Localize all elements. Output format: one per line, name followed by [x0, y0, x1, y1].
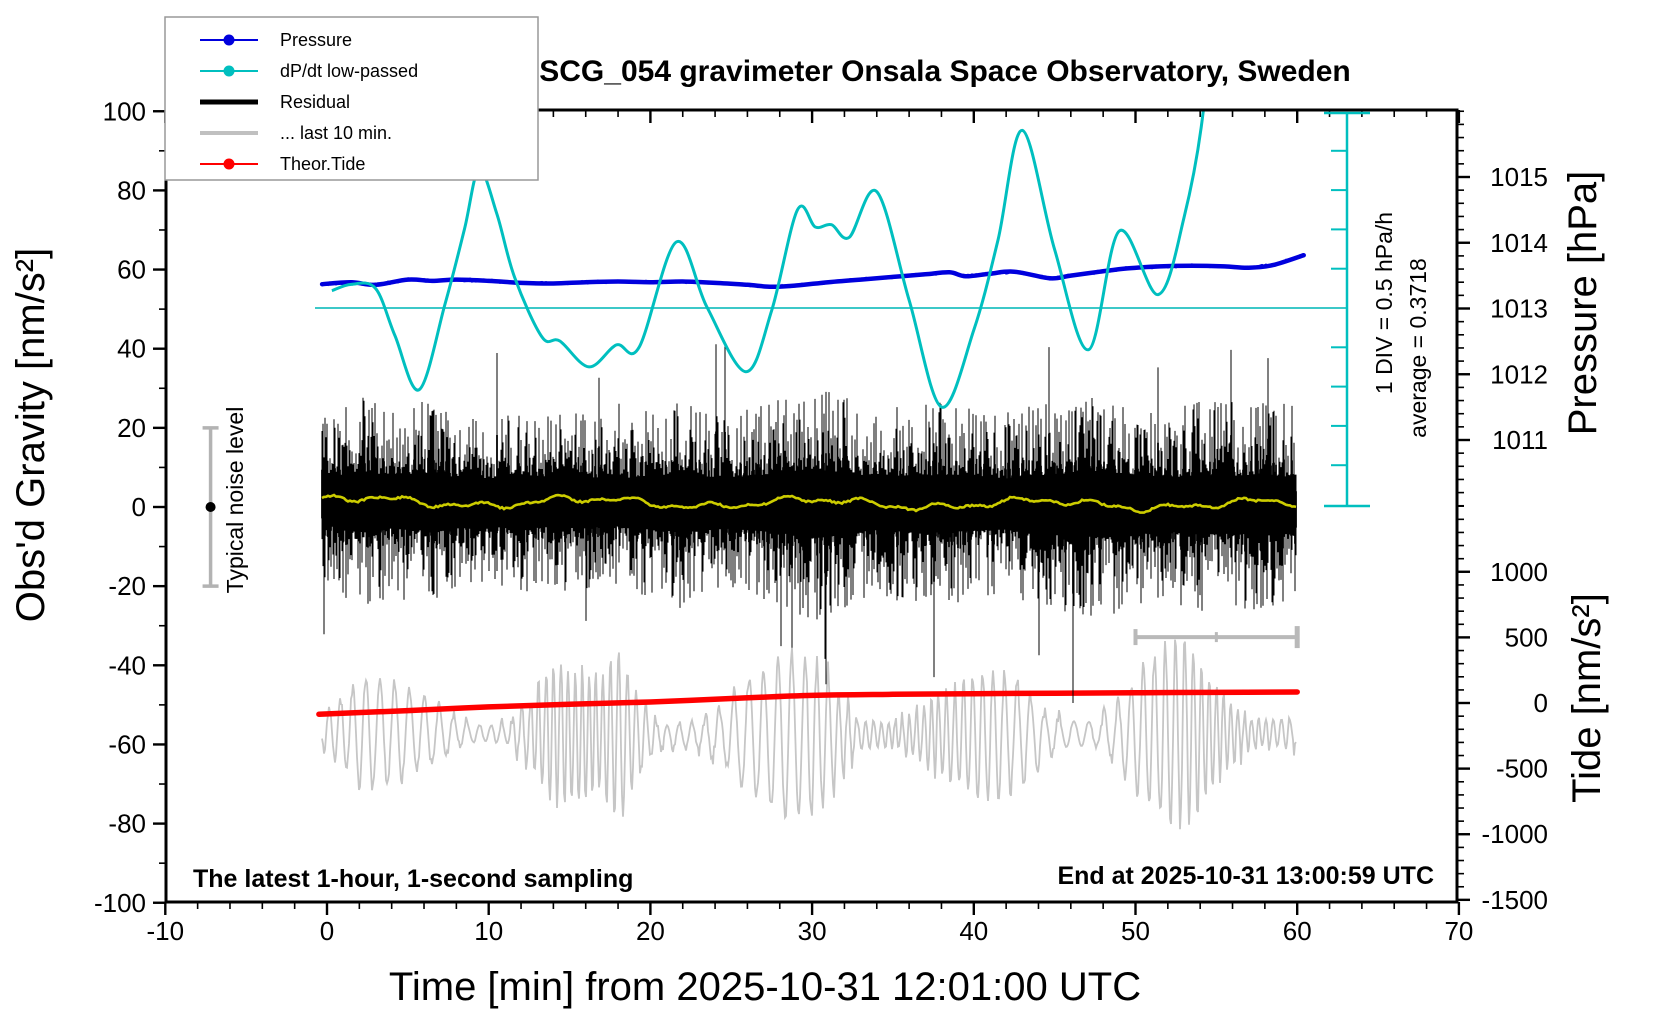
left-axis-title: Obs'd Gravity [nm/s²]: [9, 248, 53, 622]
time-tick-label: 20: [636, 916, 665, 946]
gravity-tick-label: 20: [117, 413, 146, 443]
pressure-tick-label: 1014: [1490, 228, 1548, 258]
legend-item: Theor.Tide: [200, 154, 365, 174]
pressure-curve: [319, 252, 1306, 290]
gravity-tick-label: 0: [132, 492, 146, 522]
legend-item: ... last 10 min.: [200, 123, 392, 143]
legend-dot: [223, 34, 235, 46]
gravity-tick-label: -100: [94, 888, 146, 918]
gravity-tick-label: 40: [117, 334, 146, 364]
sampling-note: The latest 1-hour, 1-second sampling: [193, 865, 633, 893]
pressure-tick-label: 1015: [1490, 162, 1548, 192]
legend-dot: [223, 65, 235, 77]
pressure-tick-label: 1011: [1492, 425, 1548, 455]
legend-label: Theor.Tide: [280, 154, 365, 174]
dpdt-div-annotation: 1 DIV = 0.5 hPa/h: [1371, 212, 1397, 394]
time-tick-label: 50: [1121, 916, 1150, 946]
time-tick-label: 10: [474, 916, 503, 946]
page-title: SCG_054 gravimeter Onsala Space Observat…: [539, 55, 1351, 88]
tick-labels: 100806040200-20-40-60-80-100101510141013…: [94, 96, 1548, 946]
tide-tick-label: -500: [1496, 754, 1548, 784]
tide-tick-label: 0: [1534, 688, 1548, 718]
legend: Pressure dP/dt low-passed Residual ... last…: [164, 16, 539, 181]
gravity-tick-label: 80: [117, 175, 146, 205]
x-axis-title: Time [min] from 2025-10-31 12:01:00 UTC: [389, 965, 1141, 1009]
pressure-tick-label: 1012: [1490, 359, 1548, 389]
legend-dot: [223, 158, 235, 170]
noise-level-annotation: Typical noise level: [222, 407, 248, 594]
theor-tide-curve: [316, 689, 1300, 717]
dpdt-curve: [331, 111, 1205, 409]
tide-tick-label: 1000: [1490, 557, 1548, 587]
end-time-note: End at 2025-10-31 13:00:59 UTC: [1057, 862, 1434, 890]
pressure-noise-fuzz: [321, 253, 1305, 289]
gravity-tick-label: 60: [117, 255, 146, 285]
noise-level-marker: [202, 426, 219, 588]
gravity-tick-label: -80: [108, 809, 146, 839]
time-tick-label: 30: [798, 916, 827, 946]
legend-label: ... last 10 min.: [280, 123, 392, 143]
gravity-tick-label: -40: [108, 650, 146, 680]
time-tick-label: 0: [320, 916, 334, 946]
dpdt-scale-bar: [1324, 111, 1370, 508]
time-tick-label: 70: [1444, 916, 1473, 946]
pressure-tick-label: 1013: [1490, 294, 1548, 324]
gravity-tick-label: 100: [103, 96, 146, 126]
legend-item: dP/dt low-passed: [200, 61, 418, 81]
plot-overlays: [202, 111, 1370, 649]
gravity-tick-label: -60: [108, 729, 146, 759]
pressure-axis-title: Pressure [hPa]: [1561, 171, 1605, 436]
data-traces: [315, 111, 1347, 830]
time-tick-label: 40: [959, 916, 988, 946]
residual-lowpass-curve: [321, 493, 1297, 514]
last10min-curve: [321, 639, 1297, 830]
tide-tick-label: -1500: [1482, 885, 1549, 915]
dpdt-average-annotation: average = 0.3718: [1405, 258, 1431, 438]
time-tick-label: 60: [1283, 916, 1312, 946]
gravity-tick-label: -20: [108, 571, 146, 601]
legend-label: Pressure: [280, 30, 352, 50]
tide-tick-label: -1000: [1482, 819, 1549, 849]
noise-bar-center-dot: [205, 502, 216, 512]
tide-axis-title: Tide [nm/s²]: [1565, 593, 1609, 803]
tide-tick-label: 500: [1505, 622, 1548, 652]
legend-item: Residual: [200, 92, 350, 112]
legend-label: Residual: [280, 92, 350, 112]
last10min-span-bar: [1133, 626, 1300, 649]
legend-item: Pressure: [200, 30, 352, 50]
legend-label: dP/dt low-passed: [280, 61, 418, 81]
time-tick-label: -10: [147, 916, 185, 946]
